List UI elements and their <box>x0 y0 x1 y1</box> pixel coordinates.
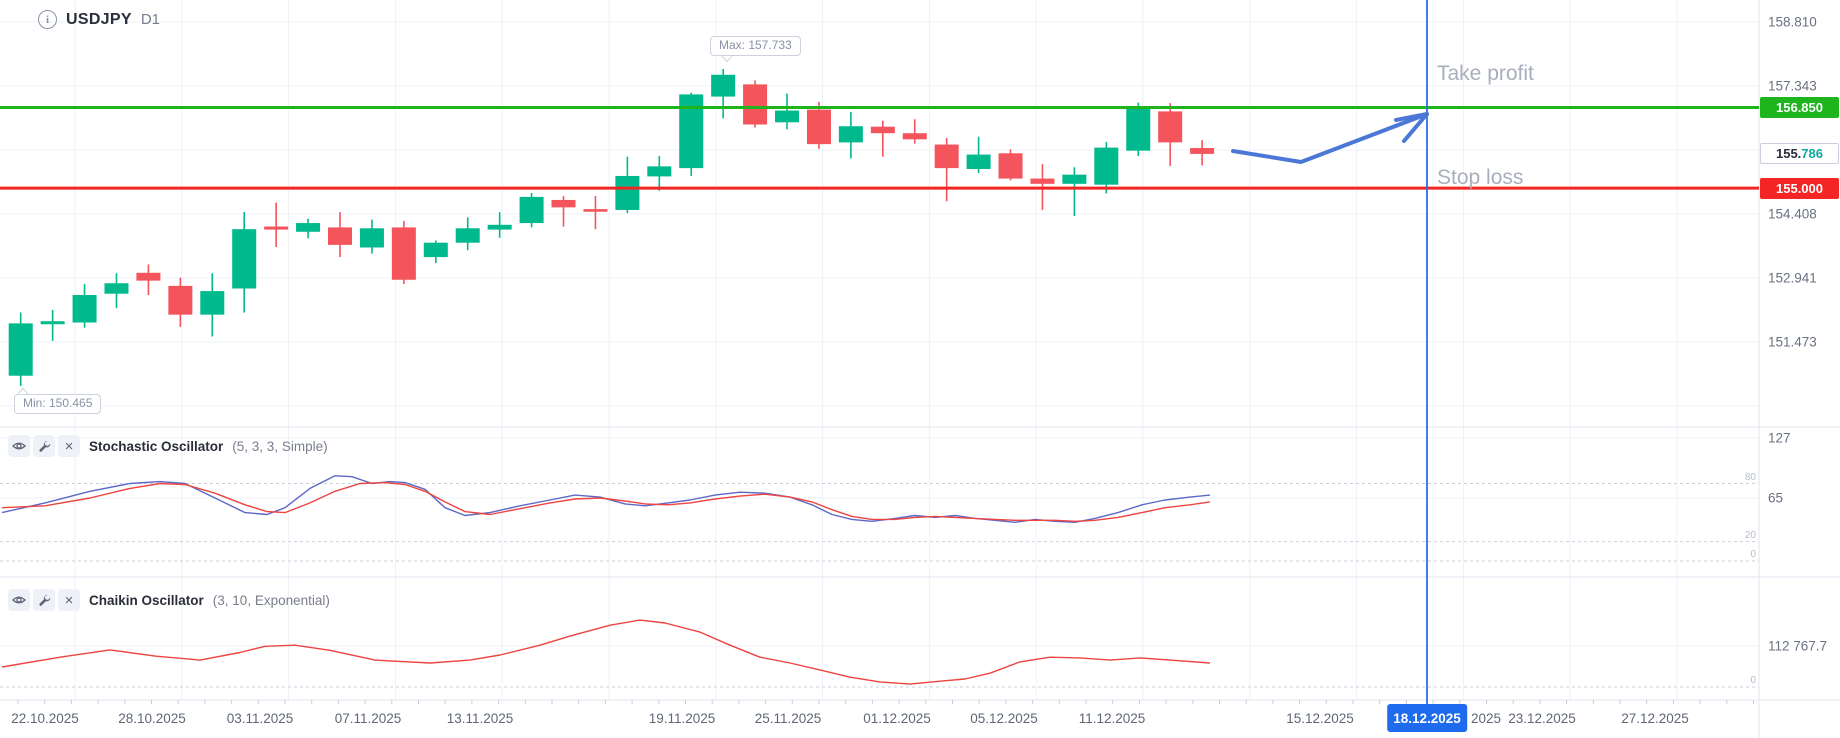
date-label: 23.12.2025 <box>1508 711 1576 726</box>
candle-body <box>806 109 831 145</box>
candle-body <box>647 166 672 177</box>
candle-body <box>775 110 800 123</box>
price-axis-label: 158.810 <box>1768 14 1817 30</box>
chaikin-axis-label: 112 767.7 <box>1768 638 1828 654</box>
take-profit-text: Take profit <box>1437 62 1534 85</box>
stochastic-params: (5, 3, 3, Simple) <box>232 438 328 454</box>
price-axis-label: 151.473 <box>1768 334 1817 350</box>
chaikin-title: Chaikin Oscillator <box>89 592 204 608</box>
candle-body <box>679 94 704 169</box>
candle-body <box>200 291 225 315</box>
date-label: 25.11.2025 <box>754 711 822 726</box>
candle-body <box>264 226 289 230</box>
candle-body <box>838 126 863 143</box>
date-label: 11.12.2025 <box>1078 711 1146 726</box>
candle-body <box>583 209 608 212</box>
current-price-suffix: 786 <box>1801 146 1823 162</box>
date-label: 01.12.2025 <box>863 711 931 726</box>
candle-body <box>870 126 895 134</box>
stochastic-title: Stochastic Oscillator <box>89 438 224 454</box>
date-label: 28.10.2025 <box>118 711 186 726</box>
candle-body <box>168 285 193 315</box>
eye-icon[interactable] <box>8 435 30 457</box>
date-label: 13.11.2025 <box>446 711 514 726</box>
close-icon[interactable]: × <box>58 589 80 611</box>
symbol-header: i USDJPY D1 <box>38 10 160 29</box>
candle-body <box>966 154 991 169</box>
date-label: 27.12.2025 <box>1621 711 1689 726</box>
stochastic-header: × Stochastic Oscillator (5, 3, 3, Simple… <box>8 435 328 457</box>
candle-body <box>391 227 416 280</box>
stoch-level-label: 20 <box>1744 529 1756 541</box>
date-label: 2025 <box>1470 711 1502 726</box>
candle-body <box>934 144 959 169</box>
candle-body <box>519 196 544 224</box>
date-label: 22.10.2025 <box>11 711 79 726</box>
chaikin-level-label: 0 <box>1750 675 1756 686</box>
date-label: 07.11.2025 <box>334 711 402 726</box>
symbol-name: USDJPY <box>66 10 132 28</box>
candle-body <box>1190 148 1215 154</box>
stoch-level-label: 80 <box>1744 471 1756 483</box>
candle-body <box>1126 108 1151 151</box>
current-price-badge: 155. 786 <box>1760 143 1839 165</box>
info-icon[interactable]: i <box>38 10 57 29</box>
timeframe-label: D1 <box>140 11 161 28</box>
candle-body <box>423 242 448 258</box>
stop-loss-text: Stop loss <box>1437 166 1524 189</box>
min-tooltip: Min: 150.465 <box>14 394 102 414</box>
highlighted-date-badge[interactable]: 18.12.2025 <box>1387 704 1467 732</box>
candle-body <box>711 74 736 97</box>
candle-body <box>551 199 576 208</box>
candle-body <box>455 228 480 243</box>
date-label: 03.11.2025 <box>226 711 294 726</box>
date-label: 19.11.2025 <box>648 711 716 726</box>
arrow-head <box>1402 112 1429 143</box>
stop-loss-price-badge: 155.000 <box>1760 177 1839 199</box>
current-price-prefix: 155. <box>1775 146 1802 162</box>
price-axis-label: 154.408 <box>1768 206 1817 222</box>
candle-body <box>1062 174 1087 184</box>
wrench-icon[interactable] <box>33 435 55 457</box>
eye-icon[interactable] <box>8 589 30 611</box>
date-label: 05.12.2025 <box>970 711 1038 726</box>
wrench-icon[interactable] <box>33 589 55 611</box>
candle-body <box>8 323 33 376</box>
stoch-level-label: 0 <box>1750 549 1756 560</box>
candle-body <box>998 153 1023 179</box>
candle-body <box>902 133 927 140</box>
stoch-axis-label: 127 <box>1768 430 1791 446</box>
arrow-head <box>1394 112 1429 122</box>
candle-body <box>296 223 321 232</box>
candle-body <box>359 228 384 248</box>
indicator-line-D <box>1 481 1211 522</box>
candle-body <box>487 224 512 230</box>
candle-body <box>72 295 97 323</box>
candle-body <box>40 321 65 325</box>
arrow-annotation <box>1231 112 1429 164</box>
chaikin-header: × Chaikin Oscillator (3, 10, Exponential… <box>8 589 330 611</box>
max-tooltip: Max: 157.733 <box>710 36 801 56</box>
candle-body <box>232 229 257 289</box>
candle-body <box>1094 147 1119 185</box>
candle-body <box>136 272 161 281</box>
price-axis-label: 152.941 <box>1768 270 1817 286</box>
stoch-axis-label: 65 <box>1768 490 1784 506</box>
take-profit-price-badge: 156.850 <box>1760 96 1839 118</box>
date-label: 15.12.2025 <box>1286 711 1354 726</box>
indicator-line-Chaikin <box>1 619 1211 685</box>
candle-body <box>615 175 640 210</box>
candle-body <box>1030 178 1055 184</box>
candle-body <box>328 227 352 245</box>
price-axis-label: 157.343 <box>1768 78 1817 94</box>
chaikin-params: (3, 10, Exponential) <box>212 592 330 608</box>
candle-body <box>104 283 129 294</box>
candle-body <box>1158 111 1183 143</box>
close-icon[interactable]: × <box>58 435 80 457</box>
candle-body <box>743 84 768 125</box>
